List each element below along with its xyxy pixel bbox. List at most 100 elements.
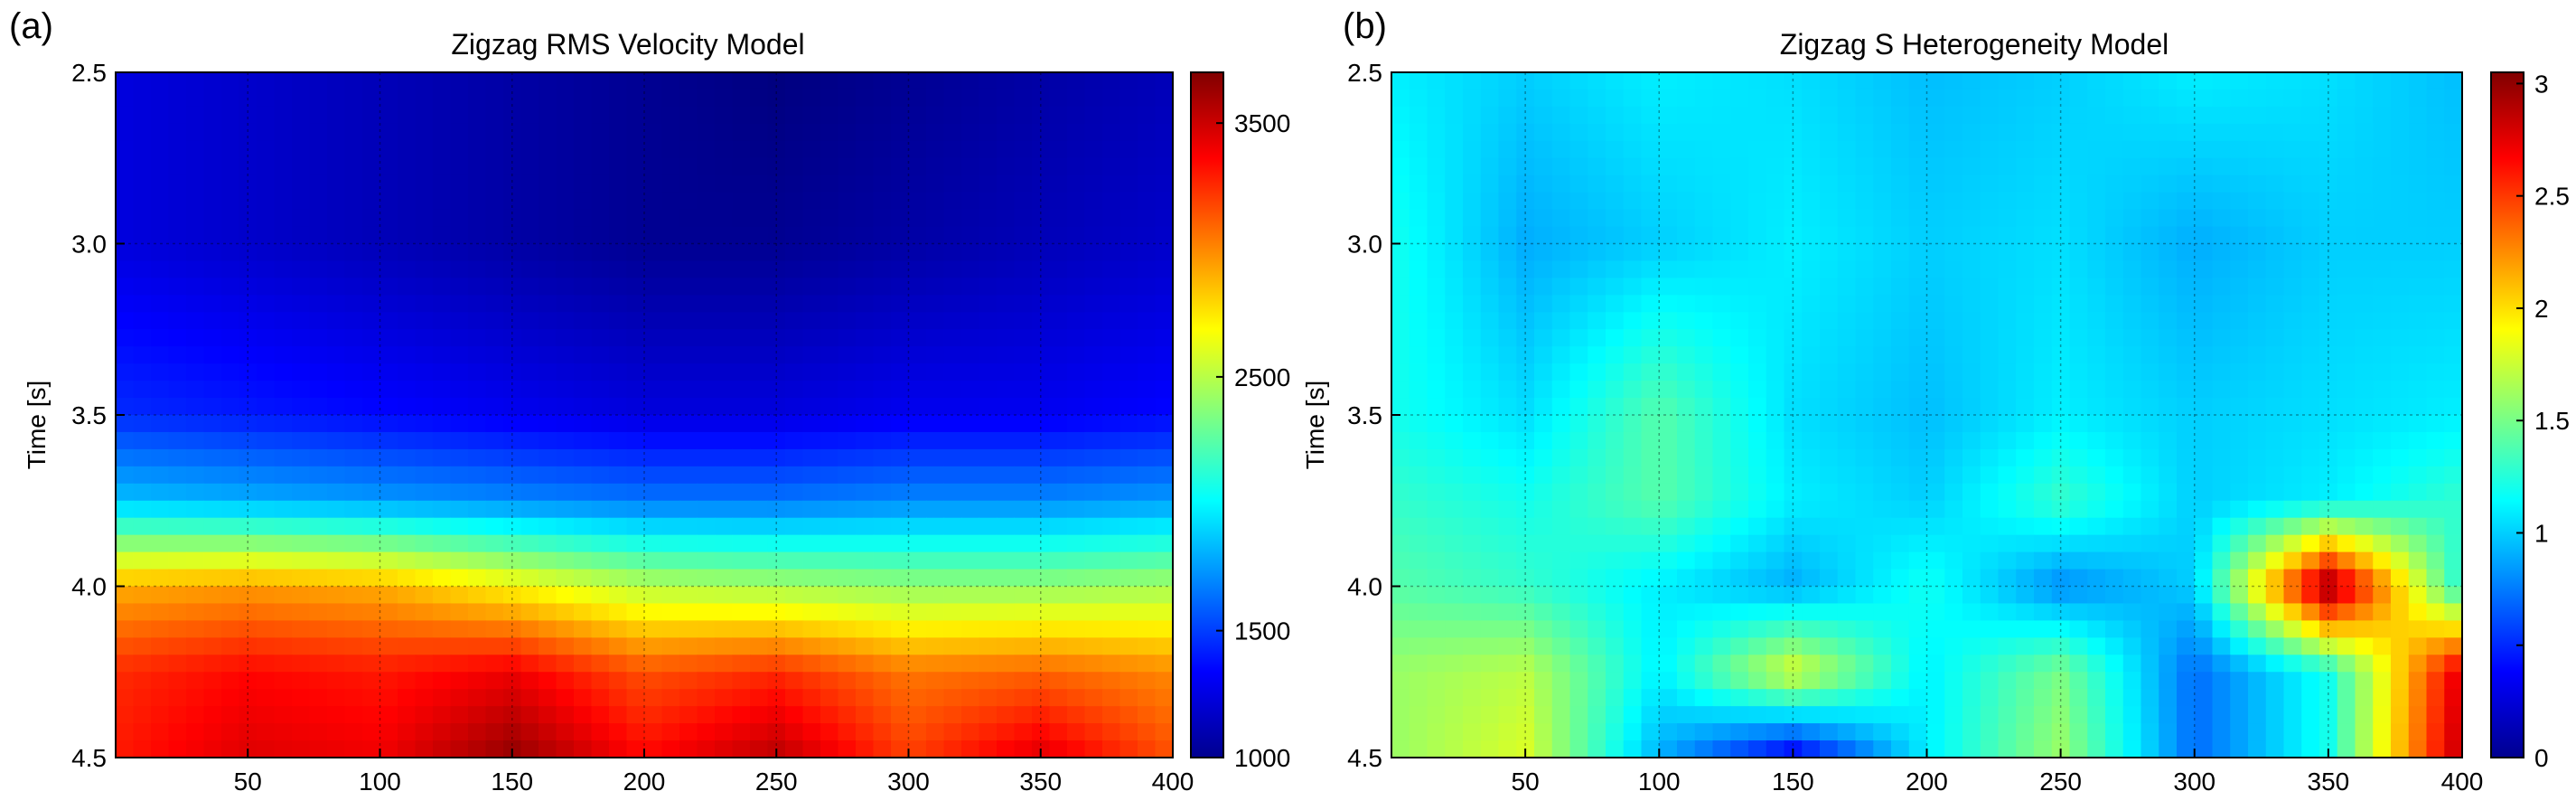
heatmap-cell <box>309 672 328 690</box>
heatmap-cell <box>2230 551 2249 570</box>
heatmap-cell <box>767 672 786 690</box>
heatmap-cell <box>873 381 892 399</box>
heatmap-cell <box>2283 415 2302 433</box>
heatmap-cell <box>2426 637 2445 655</box>
heatmap-cell <box>309 569 328 588</box>
heatmap-cell <box>997 295 1016 313</box>
heatmap-cell <box>1766 415 1785 433</box>
heatmap-cell <box>116 260 135 278</box>
heatmap-cell <box>292 483 311 502</box>
heatmap-cell <box>1962 89 1981 108</box>
heatmap-cell <box>1891 106 1910 125</box>
heatmap-cell <box>979 569 998 588</box>
heatmap-cell <box>767 723 786 741</box>
heatmap-cell <box>433 620 452 638</box>
heatmap-cell <box>1873 723 1892 741</box>
heatmap-cell <box>556 603 575 621</box>
heatmap-cell <box>1908 312 1928 330</box>
heatmap-cell <box>2159 174 2178 193</box>
heatmap-cell <box>1516 586 1535 605</box>
heatmap-cell <box>2373 363 2392 381</box>
heatmap-cell <box>997 192 1016 211</box>
heatmap-cell <box>943 329 962 347</box>
heatmap-cell <box>1748 637 1767 655</box>
heatmap-cell <box>2444 706 2463 724</box>
heatmap-cell <box>1427 106 1446 125</box>
heatmap-cell <box>379 534 398 553</box>
heatmap-cell <box>2391 157 2410 176</box>
heatmap-cell <box>186 363 205 381</box>
heatmap-cell <box>1730 226 1749 245</box>
heatmap-cell <box>891 517 910 536</box>
heatmap-cell <box>891 551 910 570</box>
heatmap-cell <box>2337 398 2356 416</box>
heatmap-cell <box>943 295 962 313</box>
heatmap-cell <box>2087 706 2106 724</box>
heatmap-cell <box>398 689 417 707</box>
heatmap-cell <box>661 140 680 159</box>
heatmap-cell <box>274 346 293 364</box>
heatmap-cell <box>2034 723 2053 741</box>
heatmap-cell <box>2283 295 2302 313</box>
heatmap-cell <box>2140 140 2159 159</box>
heatmap-cell <box>1014 106 1033 125</box>
heatmap-cell <box>908 329 927 347</box>
heatmap-cell <box>520 123 539 142</box>
heatmap-cell <box>344 551 363 570</box>
heatmap-cell <box>1623 260 1643 278</box>
heatmap-cell <box>1820 157 1839 176</box>
heatmap-cell <box>750 89 769 108</box>
heatmap-cell <box>2122 174 2142 193</box>
heatmap-cell <box>309 637 328 655</box>
heatmap-cell <box>697 89 716 108</box>
heatmap-cell <box>1962 672 1981 690</box>
heatmap-cell <box>626 500 645 519</box>
heatmap-cell <box>2034 517 2053 536</box>
heatmap-cell <box>151 620 170 638</box>
heatmap-cell <box>2301 534 2320 553</box>
heatmap-cell <box>574 689 593 707</box>
heatmap-cell <box>2212 569 2231 588</box>
heatmap-cell <box>468 278 487 296</box>
heatmap-cell <box>891 398 910 416</box>
heatmap-cell <box>433 689 452 707</box>
heatmap-cell <box>1032 209 1051 228</box>
heatmap-cell <box>1748 89 1767 108</box>
heatmap-cell <box>2444 723 2463 741</box>
heatmap-cell <box>1677 174 1696 193</box>
heatmap-cell <box>961 706 980 724</box>
heatmap-cell <box>856 586 875 605</box>
heatmap-cell <box>433 500 452 519</box>
heatmap-cell <box>2283 740 2302 758</box>
heatmap-cell <box>2248 174 2267 193</box>
heatmap-cell <box>1784 209 1803 228</box>
heatmap-cell <box>1677 243 1696 262</box>
heatmap-cell <box>168 140 187 159</box>
heatmap-cell <box>539 706 557 724</box>
heatmap-cell <box>1067 534 1086 553</box>
heatmap-cell <box>1409 243 1429 262</box>
heatmap-cell <box>1534 672 1553 690</box>
heatmap-cell <box>2034 312 2053 330</box>
heatmap-cell <box>697 637 716 655</box>
heatmap-cell <box>2069 603 2088 621</box>
heatmap-cell <box>1138 398 1157 416</box>
heatmap-cell <box>750 415 769 433</box>
heatmap-cell <box>415 174 434 193</box>
heatmap-cell <box>257 157 276 176</box>
heatmap-cell <box>943 209 962 228</box>
heatmap-cell <box>802 620 821 638</box>
heatmap-cell <box>961 140 980 159</box>
heatmap-cell <box>1588 672 1606 690</box>
heatmap-cell <box>1534 192 1553 211</box>
heatmap-cell <box>503 157 522 176</box>
heatmap-cell <box>2283 381 2302 399</box>
heatmap-cell <box>2051 106 2071 125</box>
heatmap-cell <box>1926 106 1945 125</box>
heatmap-cell <box>856 534 875 553</box>
heatmap-cell <box>1427 448 1446 467</box>
heatmap-cell <box>2301 329 2320 347</box>
heatmap-cell <box>292 415 311 433</box>
heatmap-cell <box>415 431 434 450</box>
heatmap-cell <box>1659 226 1678 245</box>
